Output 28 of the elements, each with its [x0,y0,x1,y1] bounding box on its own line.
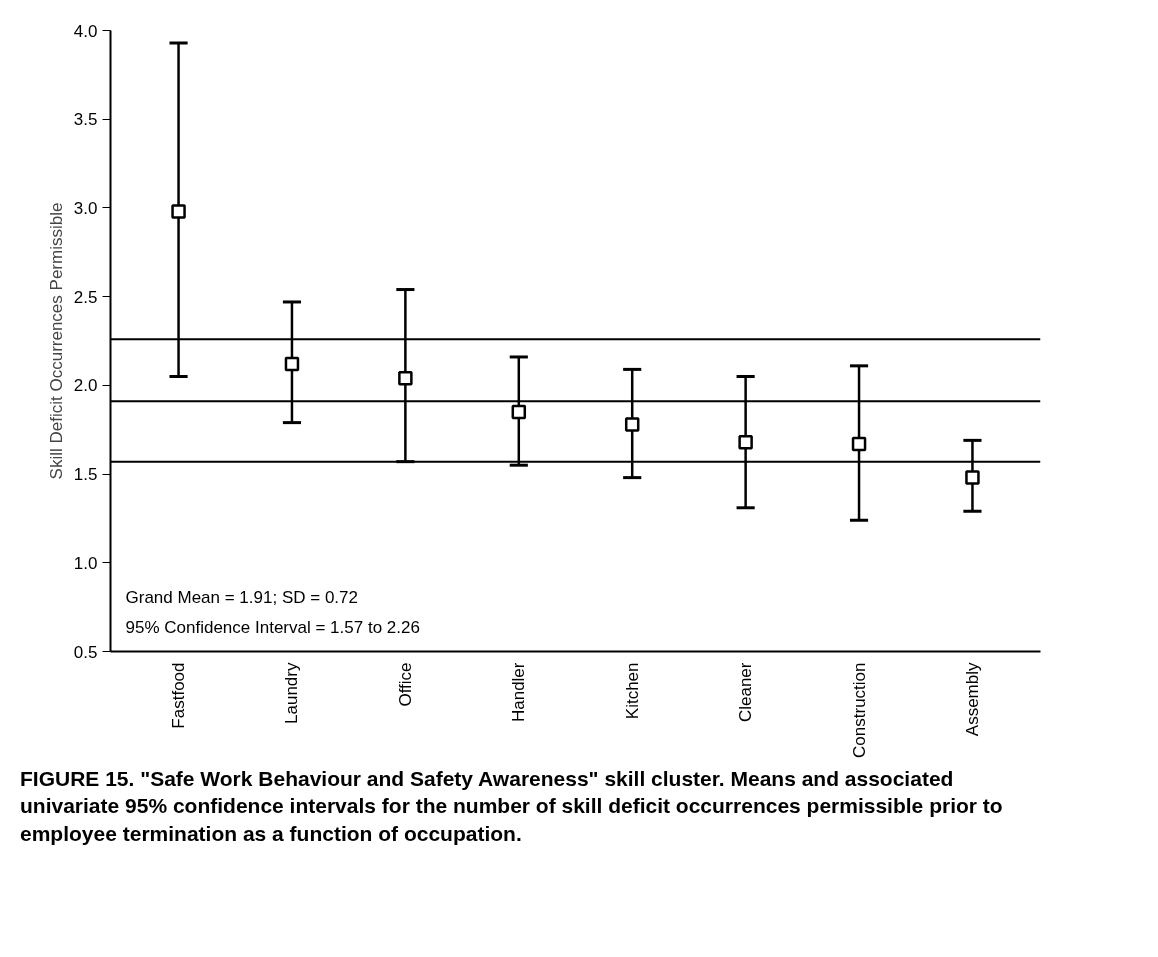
x-tick-label: Fastfood [169,662,189,729]
x-tick-label: Construction [849,662,869,758]
point [284,356,300,372]
y-tick-label: 3.5 [73,110,98,130]
x-tick-label: Kitchen [622,662,642,720]
annotation: 95% Confidence Interval = 1.57 to 2.26 [125,617,420,637]
x-tick-label: Handler [509,662,529,723]
y-tick-label: 1.5 [73,465,98,485]
point [851,436,867,452]
point [965,470,980,485]
point [624,417,640,432]
point [738,434,753,450]
y-tick-label: 1.0 [73,553,98,573]
y-tick-label: 2.0 [73,376,98,396]
y-tick-label: 3.0 [73,198,98,218]
caption: FIGURE 15. "Safe Work Behaviour and Safety Awareness" skill cluster. Means and associated univariate 95% confidence intervals for the number of skill deficit occurrences permissible prior to employee termination as a function of occupation. [20,766,1004,847]
point [511,404,527,420]
x-tick-label: Assembly [962,662,982,737]
x-tick-label: Office [395,662,415,707]
x-tick-label: Laundry [282,662,302,724]
point [398,371,413,386]
y-tick-label: 2.5 [73,287,98,307]
x-tick-label: Cleaner [736,662,756,723]
y-tick-label: 0.5 [73,642,98,662]
point [171,204,186,219]
y-axis-title: Skill Deficit Occurrences Permissible [46,202,66,480]
y-tick-label: 4.0 [73,21,98,41]
annotation: Grand Mean = 1.91; SD = 0.72 [125,587,358,607]
